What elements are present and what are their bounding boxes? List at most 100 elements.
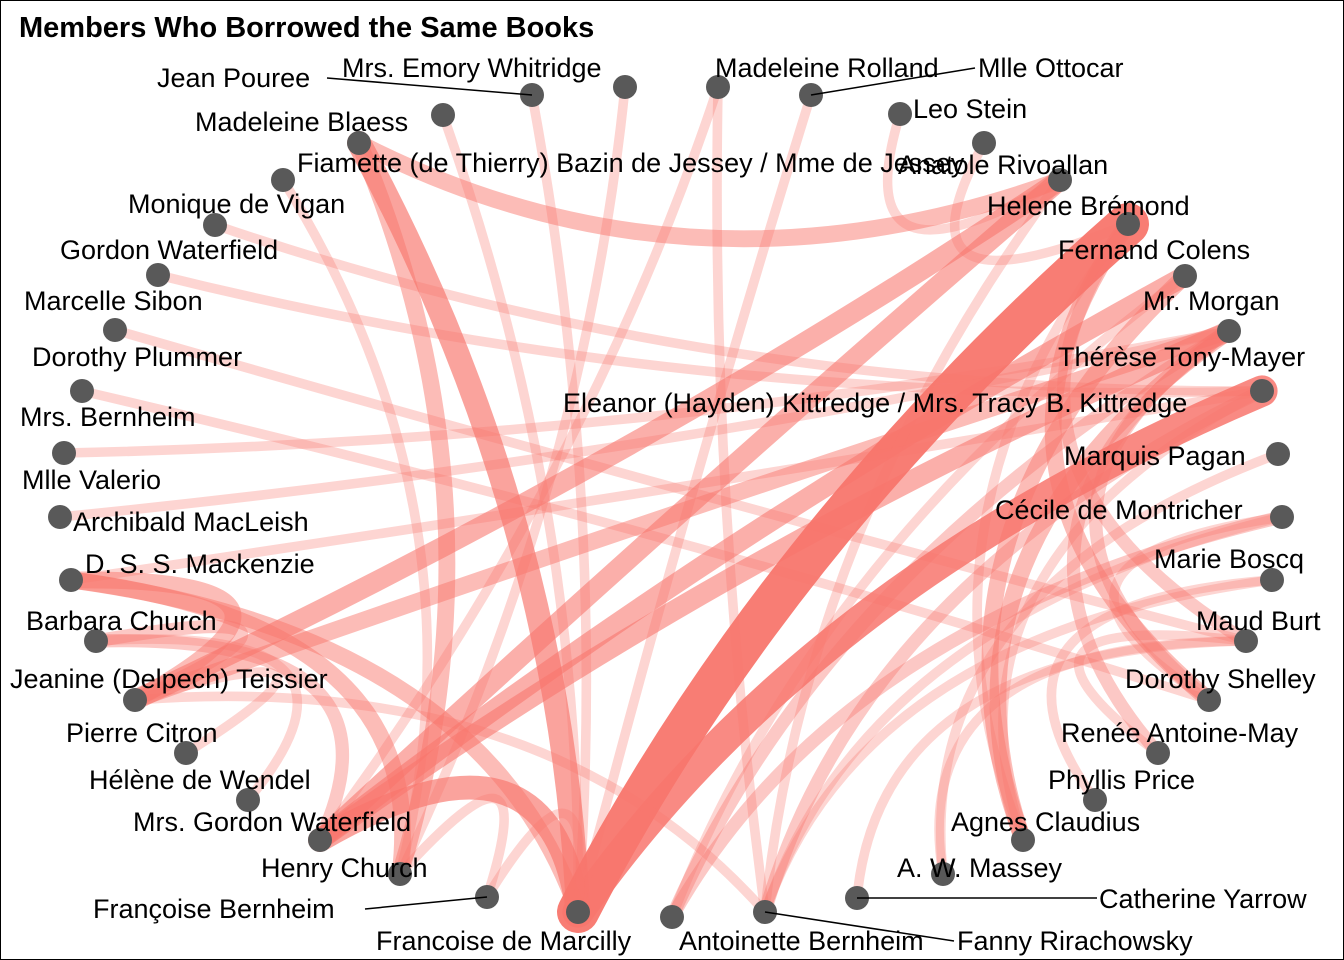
node-label: Fiamette (de Thierry) Bazin de Jessey / … xyxy=(297,148,965,178)
node-label: Mrs. Gordon Waterfield xyxy=(133,807,411,837)
edge-n19-n15 xyxy=(59,326,1234,458)
node-n28[interactable] xyxy=(174,741,198,765)
node-n6[interactable] xyxy=(347,131,371,155)
edge-n38-n11 xyxy=(557,203,1149,933)
edge-n24-n26 xyxy=(89,619,248,707)
node-n18[interactable] xyxy=(1266,442,1290,466)
node-n5[interactable] xyxy=(888,102,912,126)
edge-n14-n25 xyxy=(110,325,1251,646)
node-label: Henry Church xyxy=(261,853,428,883)
edge-n8-n34 xyxy=(278,175,433,879)
node-label: Marie Boscq xyxy=(1154,544,1304,574)
node-label: Jeanine (Delpech) Teissier xyxy=(10,664,328,694)
node-n19[interactable] xyxy=(52,441,76,465)
leader-line-n37 xyxy=(364,896,488,910)
edge-n22-n34 xyxy=(62,571,411,883)
node-n24[interactable] xyxy=(84,629,108,653)
node-label: Fanny Rirachowsky xyxy=(957,926,1193,956)
node-label: Pierre Citron xyxy=(66,718,218,748)
edge-n30-n24 xyxy=(91,634,303,805)
node-label: Archibald MacLeish xyxy=(73,507,309,537)
node-n23[interactable] xyxy=(1260,568,1284,592)
edge-n32-n9 xyxy=(309,169,1071,851)
node-label: Mrs. Bernheim xyxy=(20,402,196,432)
node-label: Leo Stein xyxy=(913,94,1027,124)
edge-n26-n15 xyxy=(126,322,1238,709)
node-n33[interactable] xyxy=(1011,828,1035,852)
node-n29[interactable] xyxy=(1146,741,1170,765)
node-label: Dorothy Shelley xyxy=(1125,664,1316,694)
node-n14[interactable] xyxy=(103,318,127,342)
node-label: Hélène de Wendel xyxy=(89,765,311,795)
edge-n4-n38 xyxy=(438,110,583,917)
node-n11[interactable] xyxy=(1116,212,1140,236)
node-layer xyxy=(48,75,1294,929)
node-n9[interactable] xyxy=(1048,168,1072,192)
edge-n13-n39 xyxy=(667,271,1190,922)
node-label: Françoise Bernheim xyxy=(93,894,335,924)
edge-n3-n38 xyxy=(573,90,816,917)
node-n25[interactable] xyxy=(1234,629,1258,653)
edge-n36-n25 xyxy=(852,636,1251,903)
edge-n6-n9 xyxy=(350,134,1069,248)
edge-n26-n22 xyxy=(62,571,242,709)
node-n20[interactable] xyxy=(48,505,72,529)
edge-n26-n9 xyxy=(124,169,1071,711)
node-label: Agnes Claudius xyxy=(951,807,1140,837)
edge-n16-n33 xyxy=(998,386,1267,845)
edge-n37-n38 xyxy=(482,808,586,917)
node-n1[interactable] xyxy=(613,75,637,99)
node-n22[interactable] xyxy=(59,568,83,592)
node-label: D. S. S. Mackenzie xyxy=(85,549,315,579)
edge-n31-n23 xyxy=(1046,575,1277,805)
edge-n11-n27 xyxy=(1044,215,1218,709)
edge-n39-n21 xyxy=(665,510,1289,924)
node-n13[interactable] xyxy=(1173,264,1197,288)
node-n27[interactable] xyxy=(1197,688,1221,712)
edge-n20-n15 xyxy=(55,326,1234,522)
node-label: Francoise de Marcilly xyxy=(376,926,632,956)
node-n35[interactable] xyxy=(931,862,955,886)
edge-n26-n40 xyxy=(130,691,770,917)
edge-n7-n11 xyxy=(949,138,1133,266)
node-n7[interactable] xyxy=(972,131,996,155)
node-label: Phyllis Price xyxy=(1048,765,1195,795)
edge-n9-n40 xyxy=(760,175,1065,917)
node-n16[interactable] xyxy=(1250,379,1274,403)
edge-n5-n9 xyxy=(882,109,1065,235)
node-n12[interactable] xyxy=(146,263,170,287)
node-label: Mlle Valerio xyxy=(22,465,161,495)
node-label: Mlle Ottocar xyxy=(978,53,1124,83)
node-label: Madeleine Blaess xyxy=(195,107,408,137)
leader-lines xyxy=(326,67,1097,942)
node-n34[interactable] xyxy=(388,862,412,886)
node-n15[interactable] xyxy=(1217,319,1241,343)
edge-n27-n21 xyxy=(1109,512,1287,705)
node-n2[interactable] xyxy=(706,75,730,99)
node-n21[interactable] xyxy=(1270,505,1294,529)
node-n8[interactable] xyxy=(271,168,295,192)
edge-layer xyxy=(55,82,1289,933)
edge-n23-n40 xyxy=(760,575,1277,917)
edge-n32-n15 xyxy=(309,320,1240,851)
node-n4[interactable] xyxy=(431,103,455,127)
edge-n22-n38 xyxy=(62,571,587,921)
edge-n22-n16 xyxy=(66,386,1267,585)
edge-n21-n40 xyxy=(760,512,1287,917)
edge-n38-n16 xyxy=(562,375,1278,928)
edge-n11-n33 xyxy=(972,219,1133,845)
node-label: Barbara Church xyxy=(26,606,217,636)
edge-n40-n16 xyxy=(758,384,1269,919)
node-n31[interactable] xyxy=(1083,788,1107,812)
node-n38[interactable] xyxy=(566,900,590,924)
edge-n34-n37 xyxy=(395,793,509,902)
node-n17[interactable] xyxy=(70,379,94,403)
node-label: Fernand Colens xyxy=(1058,235,1250,265)
node-n32[interactable] xyxy=(308,828,332,852)
node-n30[interactable] xyxy=(236,788,260,812)
node-n10[interactable] xyxy=(203,213,227,237)
node-n39[interactable] xyxy=(660,905,684,929)
edge-n38-n6 xyxy=(347,131,590,924)
node-n26[interactable] xyxy=(123,688,147,712)
